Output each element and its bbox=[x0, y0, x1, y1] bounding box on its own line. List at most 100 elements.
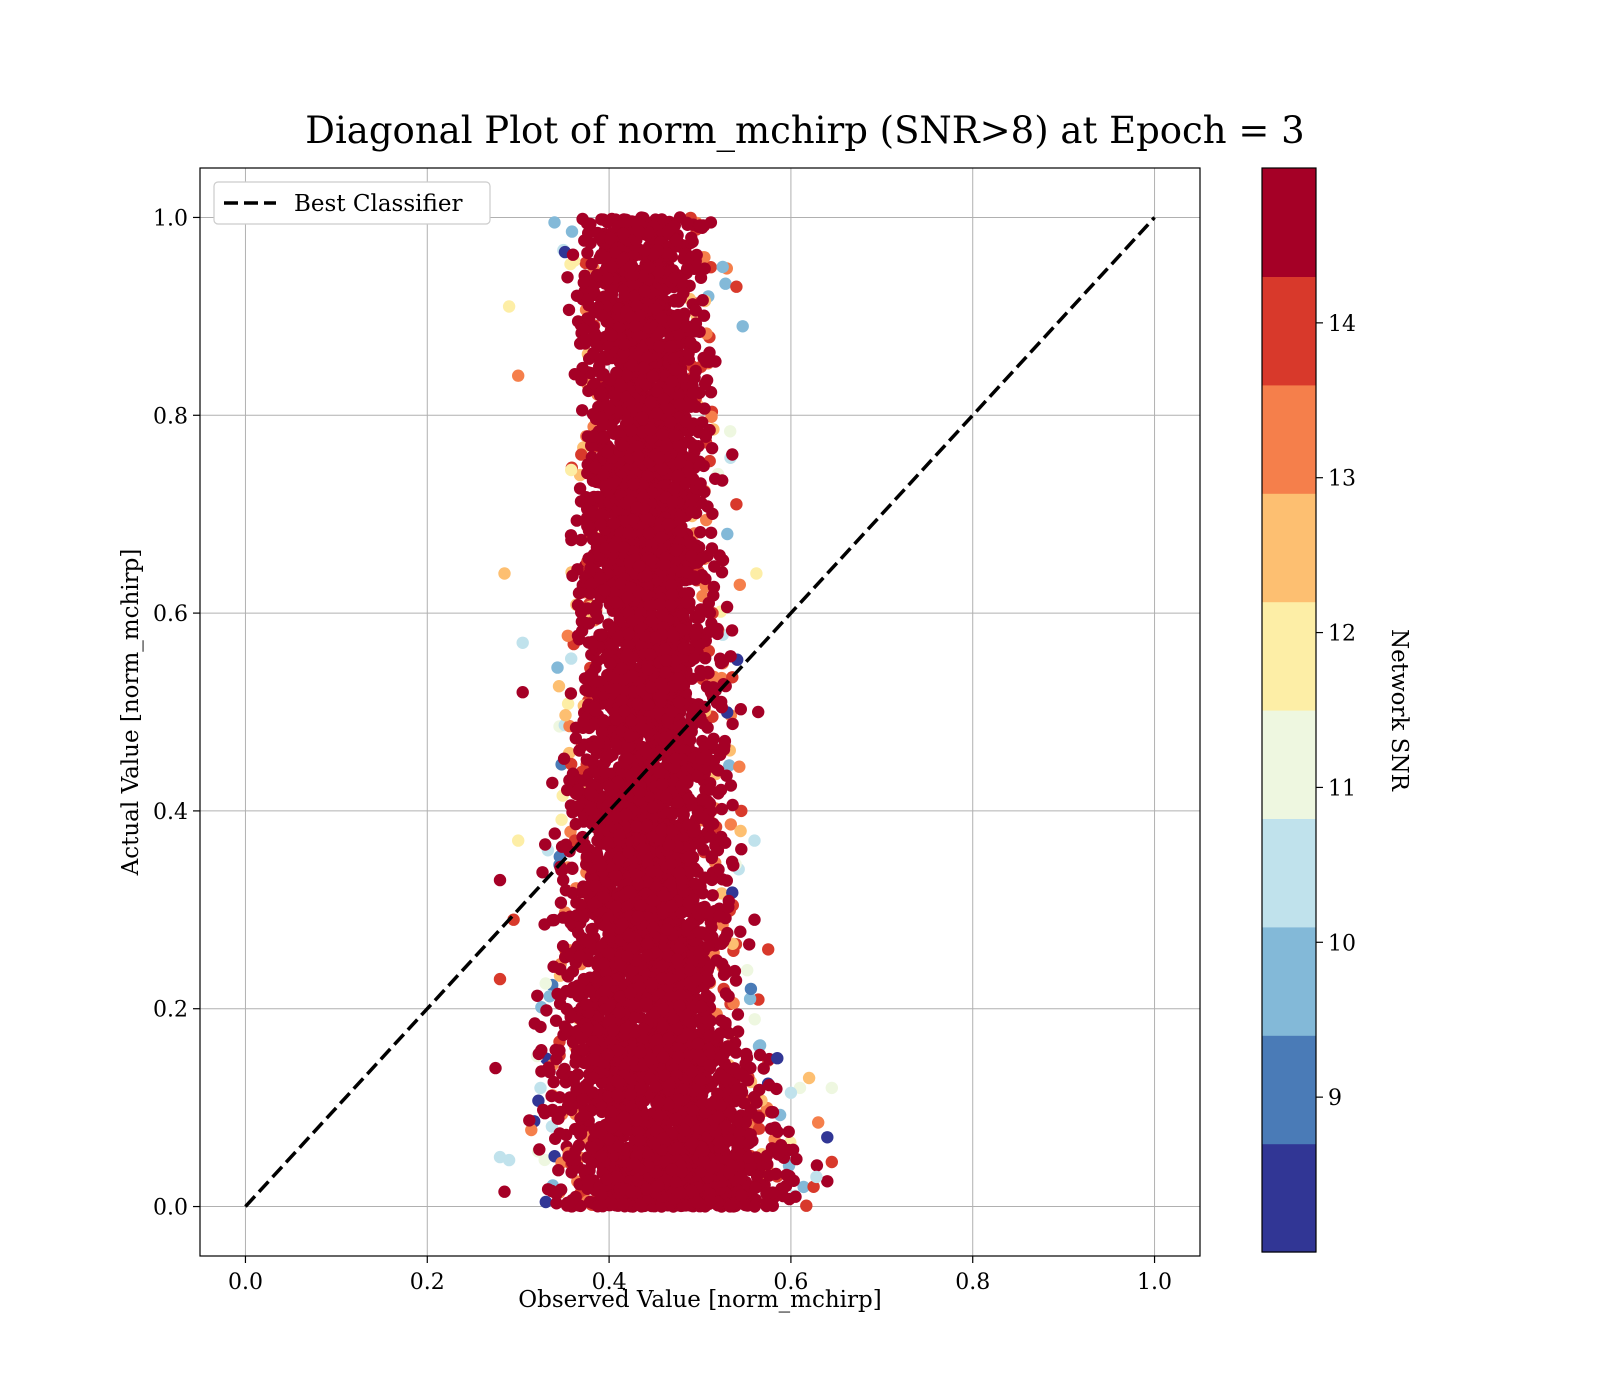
scatter-point bbox=[561, 271, 574, 284]
scatter-point bbox=[710, 626, 723, 639]
scatter-point bbox=[552, 680, 566, 693]
scatter-point bbox=[577, 715, 590, 728]
scatter-point bbox=[564, 687, 578, 700]
scatter-point bbox=[548, 827, 561, 840]
scatter-point bbox=[533, 1143, 546, 1156]
scatter-point bbox=[569, 1122, 582, 1136]
scatter-point bbox=[552, 1164, 565, 1177]
scatter-point bbox=[726, 717, 739, 731]
scatter-point bbox=[554, 963, 567, 976]
scatter-point bbox=[731, 1008, 745, 1021]
scatter-point bbox=[735, 804, 748, 818]
scatter-point bbox=[618, 289, 631, 302]
scatter-point bbox=[719, 277, 732, 290]
scatter-point bbox=[581, 519, 594, 533]
scatter-point bbox=[800, 1199, 813, 1212]
scatter-point bbox=[760, 1197, 774, 1210]
scatter-point bbox=[595, 726, 609, 739]
scatter-point bbox=[577, 322, 590, 336]
scatter-point bbox=[561, 697, 575, 710]
scatter-point bbox=[550, 1197, 563, 1210]
scatter-point bbox=[588, 717, 601, 730]
scatter-point bbox=[699, 652, 712, 665]
scatter-point bbox=[772, 1148, 785, 1161]
scatter-point bbox=[574, 533, 588, 547]
scatter-point bbox=[534, 1020, 547, 1034]
scatter-point bbox=[572, 1139, 586, 1152]
scatter-point bbox=[699, 634, 712, 647]
scatter-point bbox=[724, 818, 737, 831]
scatter-point bbox=[705, 442, 719, 455]
scatter-point bbox=[723, 759, 736, 772]
scatter-point bbox=[702, 960, 716, 973]
scatter-point bbox=[571, 629, 585, 642]
scatter-point bbox=[704, 526, 718, 539]
scatter-point bbox=[734, 703, 747, 716]
scatter-point bbox=[612, 321, 626, 334]
scatter-point bbox=[716, 554, 730, 567]
scatter-point bbox=[620, 369, 633, 382]
scatter-point bbox=[559, 709, 572, 722]
scatter-point bbox=[733, 578, 746, 591]
scatter-point bbox=[532, 1094, 545, 1107]
scatter-point bbox=[539, 1195, 552, 1209]
scatter-point bbox=[538, 1153, 551, 1167]
scatter-point bbox=[705, 617, 718, 630]
scatter-point bbox=[557, 873, 570, 887]
scatter-point bbox=[555, 813, 568, 826]
scatter-points bbox=[489, 211, 838, 1213]
scatter-point bbox=[712, 863, 725, 876]
scatter-point bbox=[579, 332, 592, 345]
scatter-point bbox=[703, 991, 716, 1005]
scatter-point bbox=[682, 347, 695, 360]
scatter-point bbox=[743, 992, 757, 1006]
scatter-point bbox=[547, 1075, 560, 1089]
scatter-point bbox=[523, 1114, 536, 1127]
scatter-point bbox=[703, 355, 716, 368]
scatter-point bbox=[546, 776, 559, 790]
scatter-point bbox=[534, 1081, 547, 1095]
scatter-point bbox=[562, 303, 576, 317]
scatter-point bbox=[551, 661, 564, 674]
scatter-point bbox=[575, 1032, 588, 1045]
scatter-point bbox=[571, 800, 584, 813]
scatter-point bbox=[557, 752, 571, 765]
scatter-point bbox=[536, 866, 549, 879]
scatter-point bbox=[572, 586, 586, 600]
scatter-point bbox=[740, 1047, 753, 1061]
scatter-point bbox=[694, 603, 707, 616]
scatter-point bbox=[782, 1125, 795, 1139]
scatter-point bbox=[705, 410, 718, 423]
scatter-point bbox=[787, 1174, 800, 1188]
scatter-point bbox=[762, 1169, 776, 1182]
scatter-point bbox=[725, 624, 739, 637]
scatter-point bbox=[565, 652, 578, 665]
scatter-point bbox=[698, 262, 711, 275]
scatter-point bbox=[540, 1004, 553, 1017]
scatter-point bbox=[696, 294, 709, 307]
scatter-point bbox=[565, 861, 579, 874]
scatter-point bbox=[565, 533, 578, 547]
scatter-point bbox=[707, 580, 721, 594]
scatter-point bbox=[684, 400, 697, 413]
scatter-point bbox=[575, 885, 589, 899]
scatter-point bbox=[584, 217, 597, 231]
scatter-point bbox=[741, 964, 754, 977]
scatter-point bbox=[539, 977, 552, 990]
scatter-point bbox=[725, 855, 739, 868]
scatter-point bbox=[565, 225, 579, 238]
scatter-point bbox=[525, 1123, 538, 1137]
scatter-point bbox=[549, 1014, 563, 1027]
scatter-point bbox=[573, 482, 587, 495]
scatter-point bbox=[706, 507, 719, 520]
scatter-point bbox=[733, 760, 746, 773]
scatter-point bbox=[724, 425, 737, 438]
scatter-point bbox=[734, 824, 747, 838]
scatter-point bbox=[821, 1175, 834, 1188]
scatter-point bbox=[581, 246, 594, 260]
scatter-point bbox=[685, 505, 698, 519]
scatter-point bbox=[731, 1025, 745, 1038]
scatter-point bbox=[591, 490, 605, 504]
scatter-point bbox=[734, 925, 747, 938]
